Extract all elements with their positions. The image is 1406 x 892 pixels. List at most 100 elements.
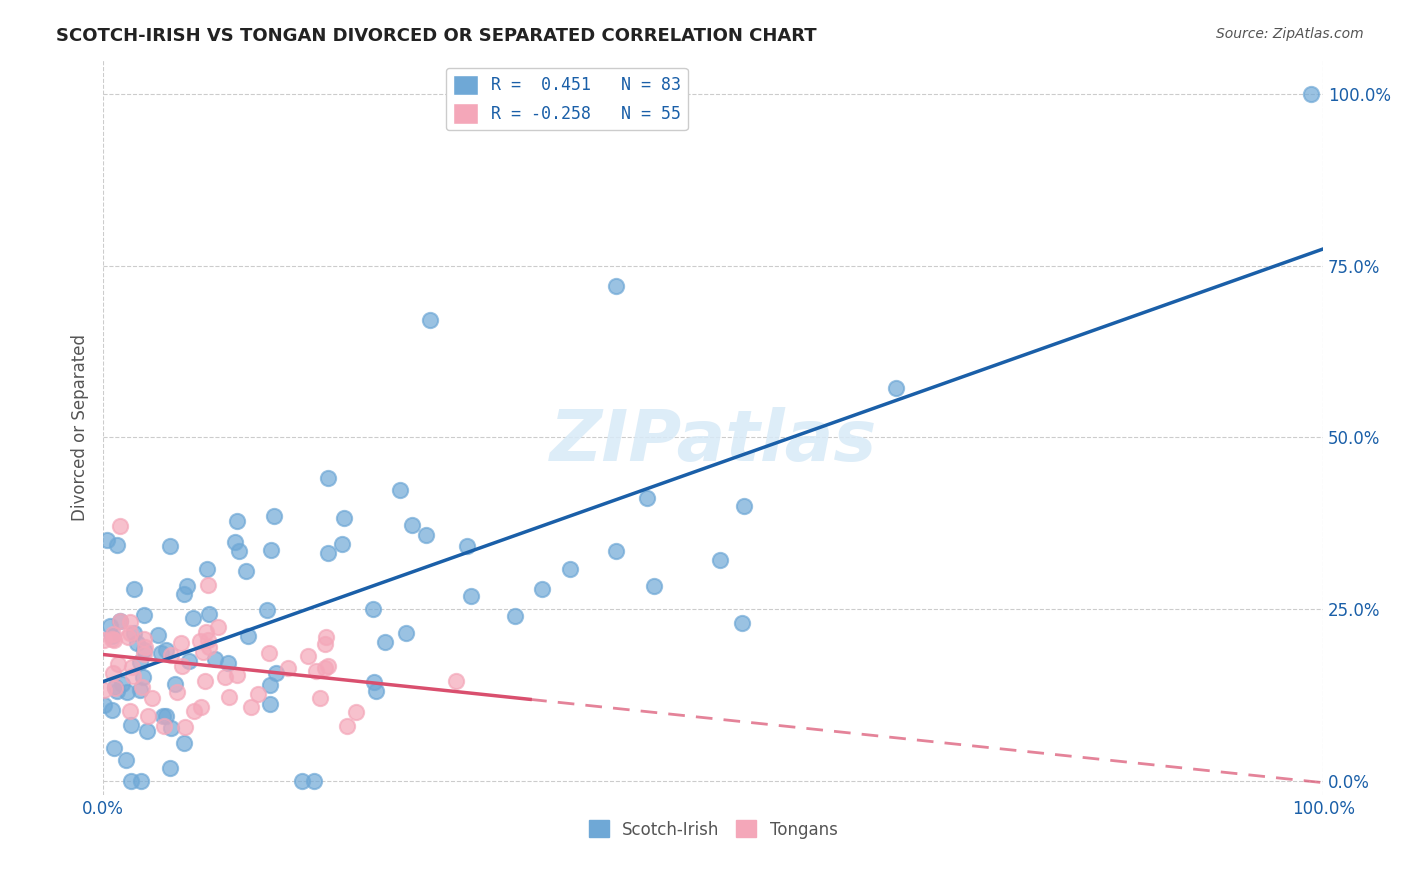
- Point: [132, 670, 155, 684]
- Point: [121, 660, 143, 674]
- Point: [731, 615, 754, 630]
- Point: [314, 637, 336, 651]
- Point: [152, 709, 174, 723]
- Point: [150, 646, 173, 660]
- Point: [363, 674, 385, 689]
- Point: [193, 645, 215, 659]
- Point: [100, 703, 122, 717]
- Point: [226, 668, 249, 682]
- Point: [115, 685, 138, 699]
- Point: [101, 666, 124, 681]
- Point: [217, 656, 239, 670]
- Point: [236, 629, 259, 643]
- Point: [131, 680, 153, 694]
- Point: [132, 607, 155, 622]
- Point: [226, 514, 249, 528]
- Point: [120, 704, 142, 718]
- Point: [136, 709, 159, 723]
- Point: [114, 753, 136, 767]
- Point: [415, 528, 437, 542]
- Point: [93, 682, 115, 697]
- Point: [1299, 87, 1322, 101]
- Point: [224, 534, 246, 549]
- Point: [96, 533, 118, 548]
- Point: [195, 625, 218, 640]
- Point: [159, 761, 181, 775]
- Point: [110, 615, 132, 629]
- Point: [246, 687, 269, 701]
- Point: [277, 661, 299, 675]
- Point: [260, 542, 283, 557]
- Point: [297, 648, 319, 663]
- Point: [146, 628, 169, 642]
- Point: [316, 471, 339, 485]
- Point: [159, 539, 181, 553]
- Point: [309, 690, 332, 705]
- Point: [183, 704, 205, 718]
- Point: [98, 618, 121, 632]
- Point: [165, 677, 187, 691]
- Point: [127, 636, 149, 650]
- Point: [181, 611, 204, 625]
- Point: [128, 682, 150, 697]
- Point: [302, 774, 325, 789]
- Point: [305, 664, 328, 678]
- Point: [204, 652, 226, 666]
- Point: [100, 632, 122, 646]
- Point: [460, 589, 482, 603]
- Point: [388, 483, 411, 497]
- Point: [190, 634, 212, 648]
- Point: [107, 657, 129, 671]
- Point: [333, 511, 356, 525]
- Point: [605, 279, 627, 293]
- Point: [172, 658, 194, 673]
- Point: [101, 630, 124, 644]
- Point: [132, 642, 155, 657]
- Point: [153, 719, 176, 733]
- Point: [174, 720, 197, 734]
- Point: [214, 670, 236, 684]
- Point: [314, 661, 336, 675]
- Point: [291, 774, 314, 789]
- Point: [120, 774, 142, 789]
- Point: [228, 543, 250, 558]
- Point: [263, 509, 285, 524]
- Point: [235, 565, 257, 579]
- Legend: Scotch-Irish, Tongans: Scotch-Irish, Tongans: [582, 814, 844, 846]
- Point: [318, 546, 340, 560]
- Point: [132, 648, 155, 662]
- Point: [166, 684, 188, 698]
- Point: [134, 640, 156, 654]
- Point: [129, 655, 152, 669]
- Point: [316, 659, 339, 673]
- Point: [401, 518, 423, 533]
- Point: [198, 640, 221, 655]
- Point: [93, 632, 115, 647]
- Point: [197, 633, 219, 648]
- Point: [503, 609, 526, 624]
- Point: [194, 674, 217, 689]
- Point: [120, 615, 142, 629]
- Point: [103, 740, 125, 755]
- Point: [636, 491, 658, 505]
- Point: [101, 627, 124, 641]
- Point: [104, 680, 127, 694]
- Point: [120, 717, 142, 731]
- Point: [733, 499, 755, 513]
- Point: [207, 620, 229, 634]
- Point: [155, 709, 177, 723]
- Point: [105, 538, 128, 552]
- Point: [605, 544, 627, 558]
- Point: [173, 587, 195, 601]
- Point: [104, 681, 127, 695]
- Point: [256, 602, 278, 616]
- Point: [129, 774, 152, 789]
- Point: [111, 677, 134, 691]
- Point: [394, 626, 416, 640]
- Point: [108, 615, 131, 629]
- Point: [419, 312, 441, 326]
- Point: [218, 690, 240, 704]
- Point: [330, 536, 353, 550]
- Text: Source: ZipAtlas.com: Source: ZipAtlas.com: [1216, 27, 1364, 41]
- Point: [366, 683, 388, 698]
